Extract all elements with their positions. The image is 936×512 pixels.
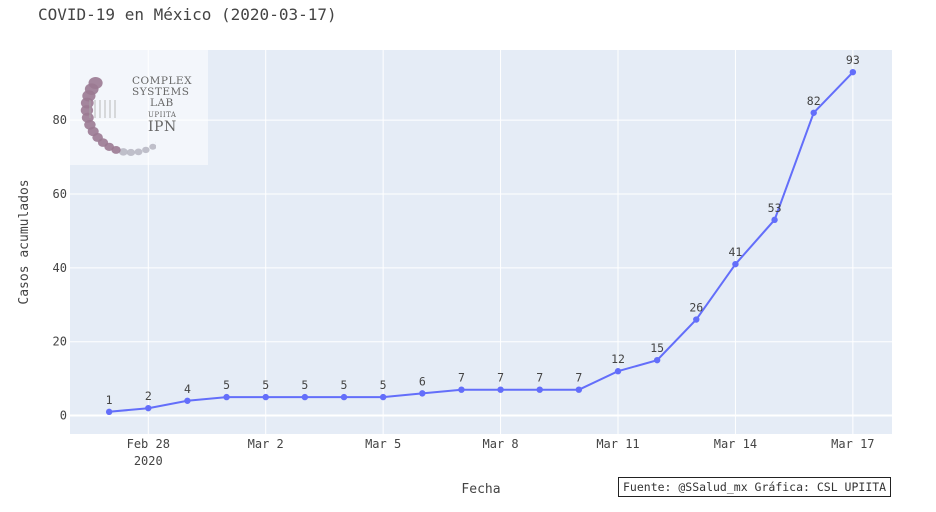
data-label: 5 xyxy=(380,378,387,392)
data-point xyxy=(301,393,309,401)
data-point xyxy=(771,216,778,224)
x-tick-label: Mar 5 xyxy=(365,437,401,451)
data-label: 4 xyxy=(184,382,191,396)
data-label: 2 xyxy=(145,389,152,403)
data-point xyxy=(105,408,113,416)
logo-line-upiita: UPIITA xyxy=(148,111,177,119)
y-tick-label: 40 xyxy=(53,261,67,275)
data-point xyxy=(340,393,348,401)
data-point xyxy=(458,386,465,393)
data-point xyxy=(614,368,622,375)
data-label: 6 xyxy=(419,374,426,388)
data-label: 5 xyxy=(301,378,308,392)
logo-dot xyxy=(88,76,103,89)
x-axis-ticks: Feb 28 2020 Mar 2 Mar 5 Mar 8 Mar 11 Mar 14 Mar… xyxy=(127,437,875,468)
data-point xyxy=(536,386,543,393)
logo-line-systems: SYSTEMS xyxy=(132,86,190,98)
logo-dot xyxy=(134,148,143,156)
x-tick-sublabel: 2020 xyxy=(134,454,163,468)
data-label: 5 xyxy=(341,378,348,392)
data-label: 7 xyxy=(497,371,504,385)
x-tick-label: Mar 14 xyxy=(714,437,757,451)
data-label: 5 xyxy=(262,378,269,392)
data-label: 7 xyxy=(536,371,543,385)
logo-dot xyxy=(118,148,128,156)
data-label: 7 xyxy=(575,371,582,385)
y-axis-label: Casos acumulados xyxy=(17,179,32,304)
data-label: 7 xyxy=(458,371,465,385)
data-point xyxy=(653,356,661,364)
data-point xyxy=(184,397,191,404)
data-points xyxy=(105,68,857,416)
data-point xyxy=(379,393,387,401)
data-label: 12 xyxy=(611,352,625,366)
data-point xyxy=(849,68,857,76)
data-point xyxy=(497,386,504,393)
data-label: 53 xyxy=(768,201,782,215)
x-tick-label: Feb 28 xyxy=(127,437,170,451)
x-tick-label: Mar 11 xyxy=(596,437,639,451)
logo-text: COMPLEX SYSTEMS LAB UPIITA IPN xyxy=(132,75,193,135)
data-label: 41 xyxy=(728,245,742,259)
chart-title: COVID-19 en México (2020-03-17) xyxy=(38,5,337,24)
data-point xyxy=(223,393,230,401)
x-tick-label: Mar 2 xyxy=(248,437,284,451)
data-label: 15 xyxy=(650,341,664,355)
y-tick-label: 0 xyxy=(60,409,67,423)
data-label: 82 xyxy=(807,94,821,108)
logo-dot xyxy=(142,146,150,154)
logo-line-lab: LAB xyxy=(150,97,174,109)
data-point xyxy=(145,404,152,412)
logo-line-complex: COMPLEX xyxy=(132,75,193,87)
data-label: 93 xyxy=(846,53,860,67)
x-axis-label: Fecha xyxy=(461,482,500,497)
x-tick-label: Mar 8 xyxy=(483,437,519,451)
data-label: 5 xyxy=(223,378,230,392)
x-tick-label: Mar 17 xyxy=(831,437,874,451)
data-label: 26 xyxy=(689,301,703,315)
logo-dot xyxy=(149,143,156,150)
logo-dot xyxy=(126,148,136,157)
data-point xyxy=(419,390,426,397)
complex-systems-lab-logo: COMPLEX SYSTEMS LAB UPIITA IPN xyxy=(70,50,208,165)
data-point xyxy=(575,386,583,393)
logo-spiral-icon xyxy=(80,76,156,157)
y-axis-ticks: 0 20 40 60 80 xyxy=(53,113,67,422)
data-point xyxy=(732,260,739,268)
y-tick-label: 20 xyxy=(53,335,67,349)
data-point xyxy=(262,393,269,401)
y-tick-label: 60 xyxy=(53,187,67,201)
data-label: 1 xyxy=(106,393,113,407)
series-line xyxy=(109,71,854,413)
data-point xyxy=(810,109,817,116)
y-tick-label: 80 xyxy=(53,113,67,127)
data-point xyxy=(693,316,700,323)
grid-lines xyxy=(70,50,892,434)
logo-line-ipn: IPN xyxy=(148,119,177,135)
source-note: Fuente: @SSalud_mx Gráfica: CSL UPIITA xyxy=(618,477,892,497)
